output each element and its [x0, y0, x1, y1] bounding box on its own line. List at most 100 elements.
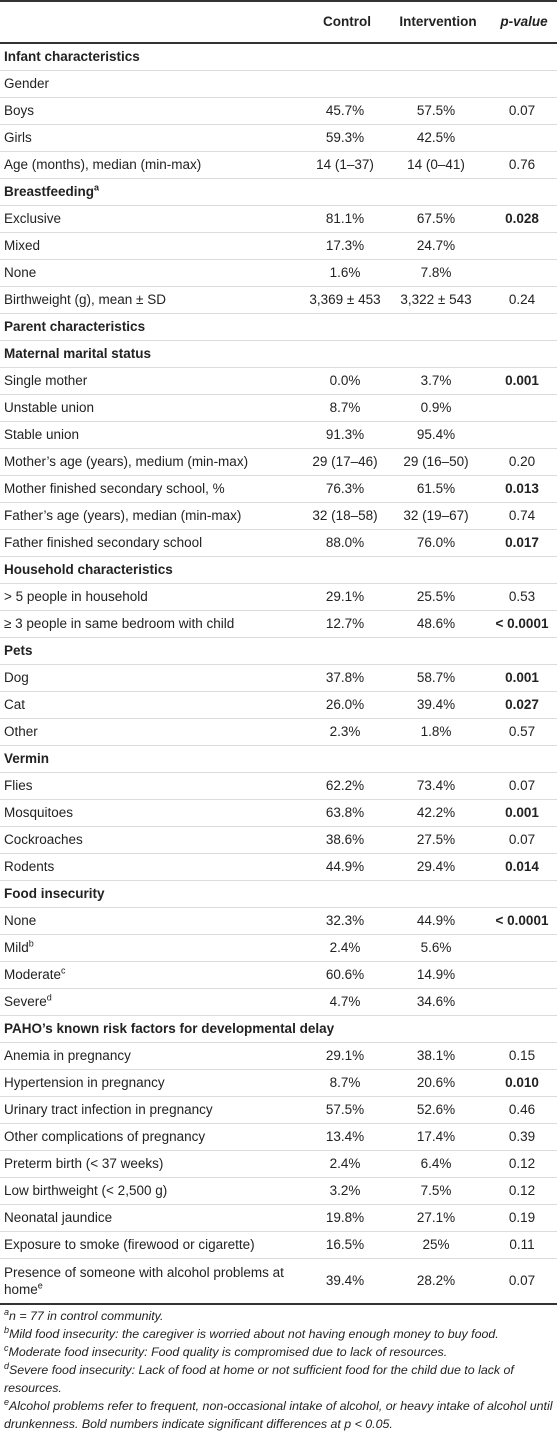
empty-cell — [305, 178, 385, 206]
table-row: Other 2.3% 1.8% 0.57 — [0, 718, 557, 746]
section-title: PAHO’s known risk factors for developmen… — [0, 1015, 334, 1043]
footnote-marker: a — [94, 182, 100, 193]
intervention-value: 14.9% — [385, 961, 487, 989]
intervention-value: 7.8% — [385, 259, 487, 287]
p-value: 0.001 — [487, 367, 557, 395]
footnote-marker: e — [4, 1396, 10, 1407]
intervention-value: 42.5% — [385, 124, 487, 152]
table-row: Flies 62.2% 73.4% 0.07 — [0, 772, 557, 800]
footnote-marker: e — [37, 1280, 43, 1291]
control-value: 2.3% — [305, 718, 385, 746]
row-label-text: Severe — [4, 994, 47, 1009]
section-title: Maternal marital status — [0, 340, 305, 368]
control-value: 19.8% — [305, 1204, 385, 1232]
section-header-row: Household characteristics — [0, 556, 557, 584]
table-row: Stable union 91.3% 95.4% — [0, 421, 557, 449]
intervention-value: 7.5% — [385, 1177, 487, 1205]
row-label: Other complications of pregnancy — [0, 1123, 305, 1151]
characteristics-table: Control Intervention p-value Infant char… — [0, 0, 557, 1305]
row-label-text: Father’s age (years), median (min-max) — [4, 508, 242, 523]
control-value: 88.0% — [305, 529, 385, 557]
empty-cell — [487, 340, 557, 368]
row-label: Cat — [0, 691, 305, 719]
table-row: Mildb 2.4% 5.6% — [0, 934, 557, 962]
control-value: 29.1% — [305, 583, 385, 611]
row-label: Gender — [0, 70, 305, 98]
empty-cell — [385, 556, 487, 584]
p-value: 0.57 — [487, 718, 557, 746]
p-value: 0.07 — [487, 1258, 557, 1305]
intervention-value: 44.9% — [385, 907, 487, 935]
row-label: Mother’s age (years), medium (min-max) — [0, 448, 305, 476]
table-row: Father finished secondary school 88.0% 76.… — [0, 529, 557, 557]
p-value: 0.12 — [487, 1177, 557, 1205]
empty-cell — [305, 313, 385, 341]
p-value — [487, 961, 557, 989]
table-row: Mother’s age (years), medium (min-max) 29… — [0, 448, 557, 476]
empty-cell — [487, 637, 557, 665]
row-label: Urinary tract infection in pregnancy — [0, 1096, 305, 1124]
row-label: None — [0, 259, 305, 287]
section-header-row: Food insecurity — [0, 880, 557, 908]
row-label-text: ≥ 3 people in same bedroom with child — [4, 616, 235, 631]
section-title: Infant characteristics — [0, 43, 305, 71]
row-label: Boys — [0, 97, 305, 125]
control-value: 13.4% — [305, 1123, 385, 1151]
row-label: Other — [0, 718, 305, 746]
control-value: 59.3% — [305, 124, 385, 152]
table-row: Cat 26.0% 39.4% 0.027 — [0, 691, 557, 719]
table-row: Mother finished secondary school, % 76.3%… — [0, 475, 557, 503]
control-value: 8.7% — [305, 1069, 385, 1097]
footnote-text: n = 77 in control community. — [9, 1309, 164, 1323]
table-row: Cockroaches 38.6% 27.5% 0.07 — [0, 826, 557, 854]
row-label: Hypertension in pregnancy — [0, 1069, 305, 1097]
p-value: 0.39 — [487, 1123, 557, 1151]
table-row: > 5 people in household 29.1% 25.5% 0.53 — [0, 583, 557, 611]
p-value: 0.46 — [487, 1096, 557, 1124]
intervention-value: 6.4% — [385, 1150, 487, 1178]
row-label-text: Hypertension in pregnancy — [4, 1075, 165, 1090]
row-label-text: Single mother — [4, 373, 88, 388]
intervention-value: 58.7% — [385, 664, 487, 692]
intervention-value: 27.5% — [385, 826, 487, 854]
intervention-value: 27.1% — [385, 1204, 487, 1232]
table-row: Hypertension in pregnancy 8.7% 20.6% 0.010 — [0, 1069, 557, 1097]
section-title: Food insecurity — [0, 880, 305, 908]
empty-cell — [385, 43, 487, 71]
row-label-text: Cockroaches — [4, 832, 83, 847]
control-value: 29 (17–46) — [305, 448, 385, 476]
control-value: 2.4% — [305, 934, 385, 962]
header-control: Control — [305, 0, 385, 44]
section-header-row: Maternal marital status — [0, 340, 557, 368]
row-label-text: Maternal marital status — [4, 346, 152, 361]
row-label-text: None — [4, 265, 37, 280]
p-value: 0.11 — [487, 1231, 557, 1259]
table-row: Birthweight (g), mean ± SD 3,369 ± 453 3,3… — [0, 286, 557, 314]
row-label-text: Cat — [4, 697, 26, 712]
p-value: < 0.0001 — [487, 610, 557, 638]
section-title: Breastfeedinga — [0, 178, 305, 206]
p-value: 0.20 — [487, 448, 557, 476]
header-row: Control Intervention p-value — [0, 0, 557, 44]
row-label: Unstable union — [0, 394, 305, 422]
p-value: 0.07 — [487, 97, 557, 125]
footnote-marker: d — [46, 992, 52, 1003]
footnote-text: Severe food insecurity: Lack of food at … — [4, 1363, 514, 1395]
intervention-value: 34.6% — [385, 988, 487, 1016]
footnote-marker: d — [4, 1360, 10, 1371]
empty-cell — [487, 313, 557, 341]
intervention-value: 3.7% — [385, 367, 487, 395]
p-value: 0.74 — [487, 502, 557, 530]
table-row: ≥ 3 people in same bedroom with child 12.… — [0, 610, 557, 638]
control-value: 62.2% — [305, 772, 385, 800]
p-value: 0.014 — [487, 853, 557, 881]
row-label: Age (months), median (min-max) — [0, 151, 305, 179]
control-value: 3,369 ± 453 — [305, 286, 385, 314]
row-label-text: Moderate — [4, 967, 62, 982]
row-label-text: Rodents — [4, 859, 55, 874]
p-value — [487, 934, 557, 962]
row-label: Single mother — [0, 367, 305, 395]
table-row: Anemia in pregnancy 29.1% 38.1% 0.15 — [0, 1042, 557, 1070]
row-label-text: Breastfeeding — [4, 184, 95, 199]
row-label-text: Other complications of pregnancy — [4, 1129, 206, 1144]
